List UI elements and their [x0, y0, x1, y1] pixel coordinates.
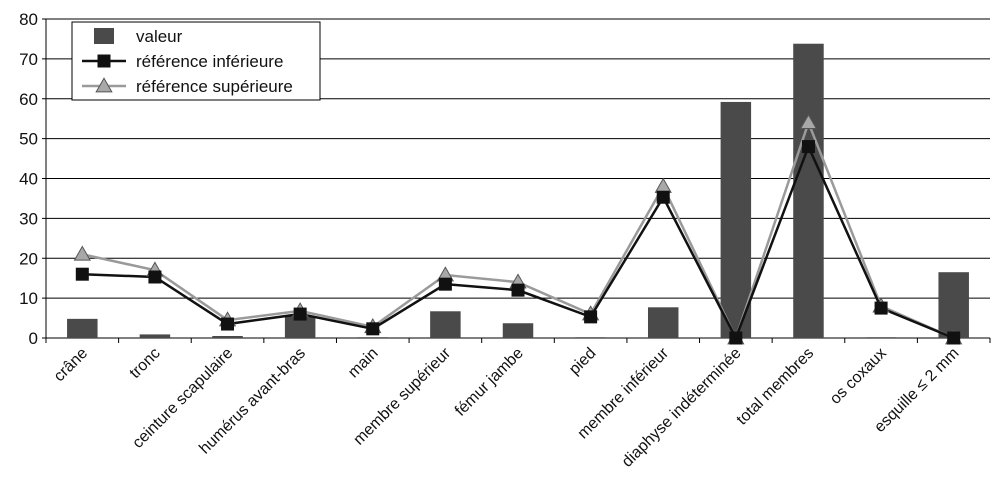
bar [647, 307, 679, 338]
marker-point [584, 310, 598, 324]
marker-point [366, 322, 380, 336]
marker-point [95, 77, 113, 93]
marker-point [97, 54, 111, 68]
bar [865, 337, 897, 338]
bar [139, 334, 171, 338]
bar [720, 101, 752, 338]
marker-point [799, 113, 818, 130]
marker-point [654, 177, 672, 193]
x-tick-label: diaphyse indéterminée [619, 345, 745, 471]
x-tick-label: tronc [127, 345, 164, 382]
marker-point [221, 317, 235, 331]
y-tick-label: 80 [19, 10, 38, 29]
y-tick-label: 70 [19, 50, 38, 69]
legend-label: référence inférieure [136, 52, 283, 71]
marker-point [947, 331, 961, 345]
marker-point [148, 270, 162, 284]
x-tick-label: total membres [734, 345, 818, 429]
legend-label: valeur [136, 27, 183, 46]
marker-point [293, 307, 307, 321]
marker-point [511, 283, 525, 297]
bar [502, 323, 534, 338]
x-tick-label: pied [566, 345, 599, 378]
y-tick-label: 0 [29, 329, 38, 348]
bar [793, 43, 824, 338]
y-tick-label: 60 [19, 90, 38, 109]
marker-point [801, 140, 815, 154]
x-tick-label: fémur jambe [452, 345, 527, 420]
y-tick-label: 30 [19, 209, 38, 228]
bar [212, 336, 243, 338]
bar [938, 272, 969, 338]
y-tick-label: 20 [19, 249, 38, 268]
marker-point [656, 190, 670, 204]
marker-point [73, 245, 91, 261]
x-tick-label: os coxaux [827, 345, 890, 408]
y-tick-label: 10 [19, 289, 38, 308]
marker-point [874, 301, 888, 315]
bar [67, 318, 98, 338]
x-tick-label: crâne [51, 345, 91, 385]
marker-point [438, 277, 452, 291]
bar [575, 337, 606, 338]
legend-label: référence supérieure [136, 77, 293, 96]
bar [284, 316, 316, 338]
bar [430, 311, 461, 338]
bar [357, 337, 389, 338]
y-tick-label: 40 [19, 170, 38, 189]
marker-point [75, 267, 89, 281]
x-tick-label: main [345, 345, 382, 382]
legend-swatch [94, 28, 114, 44]
marker-point [729, 331, 743, 345]
y-tick-label: 50 [19, 130, 38, 149]
